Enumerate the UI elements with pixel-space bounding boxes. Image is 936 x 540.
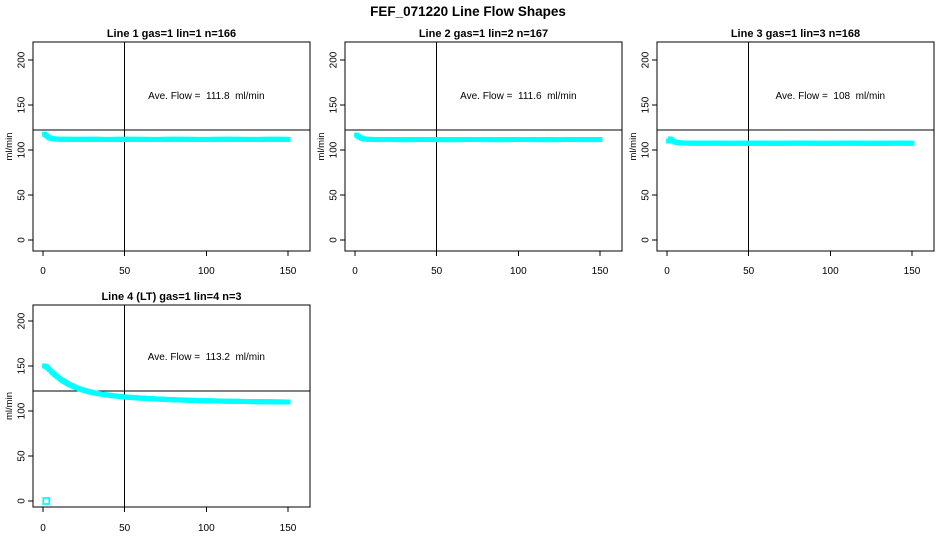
y-tick-label: 150	[641, 96, 652, 113]
ave-flow-annotation: Ave. Flow = 113.2 ml/min	[148, 352, 265, 363]
plot-box	[32, 304, 311, 508]
panel-title: Line 4 (LT) gas=1 lin=4 n=3	[101, 291, 241, 303]
data-series	[354, 132, 603, 143]
y-tick-label: 0	[17, 498, 28, 504]
x-tick-label: 50	[431, 266, 443, 277]
ylabel-ml-min: ml/min	[628, 133, 639, 161]
ylabel-ml-min: ml/min	[4, 392, 15, 420]
y-tick-label: 0	[641, 237, 652, 243]
x-tick-label: 100	[198, 523, 215, 534]
x-tick-label: 150	[280, 266, 297, 277]
panel-3: Line 3 gas=1 lin=3 n=168 0 50 100 150 0 50 100 1…	[628, 28, 935, 277]
x-tick-label: 150	[280, 523, 297, 534]
x-tick-label: 100	[198, 266, 215, 277]
y-tick-label: 200	[17, 51, 28, 68]
data-point	[909, 140, 915, 146]
ave-flow-annotation: Ave. Flow = 111.8 ml/min	[148, 91, 264, 102]
panel-title: Line 1 gas=1 lin=1 n=166	[107, 28, 236, 40]
ylabel-ml-min: ml/min	[316, 133, 327, 161]
x-tick-label: 100	[822, 266, 839, 277]
panel-title: Line 3 gas=1 lin=3 n=168	[731, 28, 860, 40]
x-tick-label: 0	[40, 523, 46, 534]
y-tick-label: 0	[17, 237, 28, 243]
y-tick-label: 150	[17, 357, 28, 374]
x-tick-label: 50	[119, 266, 131, 277]
ylabel-ml-min: ml/min	[4, 133, 15, 161]
y-tick-label: 0	[329, 237, 340, 243]
panel-title: Line 2 gas=1 lin=2 n=167	[419, 28, 548, 40]
y-tick-label: 150	[329, 96, 340, 113]
y-tick-label: 100	[17, 141, 28, 158]
data-series	[42, 131, 291, 142]
figure-title: FEF_071220 Line Flow Shapes	[370, 4, 566, 19]
x-tick-label: 150	[592, 266, 609, 277]
outlier-point	[42, 497, 51, 505]
plot-box	[344, 41, 623, 252]
y-tick-label: 100	[641, 141, 652, 158]
y-tick-label: 100	[17, 402, 28, 419]
panel-1: Line 1 gas=1 lin=1 n=166 0 50 100 150 0 50 100 1…	[4, 28, 311, 277]
y-tick-label: 50	[329, 189, 340, 201]
x-tick-label: 0	[40, 266, 46, 277]
x-tick-label: 50	[743, 266, 755, 277]
x-tick-label: 50	[119, 523, 131, 534]
data-point	[597, 137, 603, 143]
x-tick-label: 0	[352, 266, 358, 277]
y-tick-label: 50	[641, 189, 652, 201]
x-tick-label: 100	[510, 266, 527, 277]
plot-box	[656, 41, 935, 252]
y-tick-label: 200	[17, 312, 28, 329]
y-tick-label: 150	[17, 96, 28, 113]
x-tick-label: 0	[664, 266, 670, 277]
y-tick-label: 50	[17, 450, 28, 462]
y-tick-label: 200	[329, 51, 340, 68]
data-point	[285, 136, 291, 142]
ave-flow-annotation: Ave. Flow = 111.6 ml/min	[460, 91, 576, 102]
data-series	[42, 363, 291, 405]
y-tick-label: 50	[17, 189, 28, 201]
panel-2: Line 2 gas=1 lin=2 n=167 0 50 100 150 0 50 100 1…	[316, 28, 623, 277]
plot-box	[32, 41, 311, 252]
data-point	[285, 399, 291, 405]
y-tick-label: 100	[329, 141, 340, 158]
ave-flow-annotation: Ave. Flow = 108 ml/min	[776, 91, 886, 102]
y-tick-label: 200	[641, 51, 652, 68]
x-tick-label: 150	[904, 266, 921, 277]
data-series	[666, 136, 915, 146]
panel-4: Line 4 (LT) gas=1 lin=4 n=3 0 50 100 150 0 50 1…	[4, 291, 311, 534]
